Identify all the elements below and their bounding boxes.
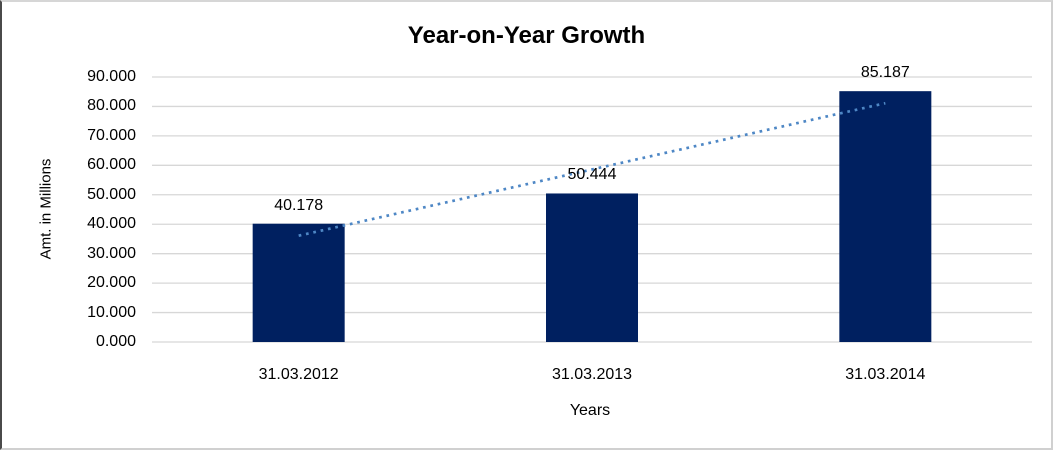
y-tick-label: 20.000: [87, 274, 136, 292]
y-tick-label: 40.000: [87, 215, 136, 233]
y-tick-label: 50.000: [87, 185, 136, 203]
bar-value-label: 85.187: [860, 64, 910, 82]
bar-31.03.2013: [546, 193, 638, 342]
y-tick-label: 0.000: [95, 333, 136, 350]
y-tick-label: 10.000: [87, 303, 136, 321]
bar-31.03.2014: [839, 91, 932, 343]
chart-title: Year-on-Year Growth: [407, 22, 646, 49]
bar-value-label: 50.444: [567, 166, 617, 184]
linear-trendline: [298, 101, 886, 238]
bar-31.03.2012: [252, 223, 345, 342]
bar-value-label: 40.178: [274, 196, 324, 214]
y-tick-label: 90.000: [87, 68, 136, 85]
y-tick-label: 60.000: [87, 156, 136, 174]
y-tick-label: 80.000: [87, 97, 136, 115]
x-category-label: 31.03.2014: [845, 366, 926, 383]
y-tick-label: 70.000: [87, 126, 136, 144]
x-axis-title: Years: [569, 402, 611, 419]
y-tick-label: 30.000: [87, 244, 136, 262]
x-category-label: 31.03.2013: [551, 366, 633, 383]
x-category-label: 31.03.2012: [258, 366, 339, 383]
